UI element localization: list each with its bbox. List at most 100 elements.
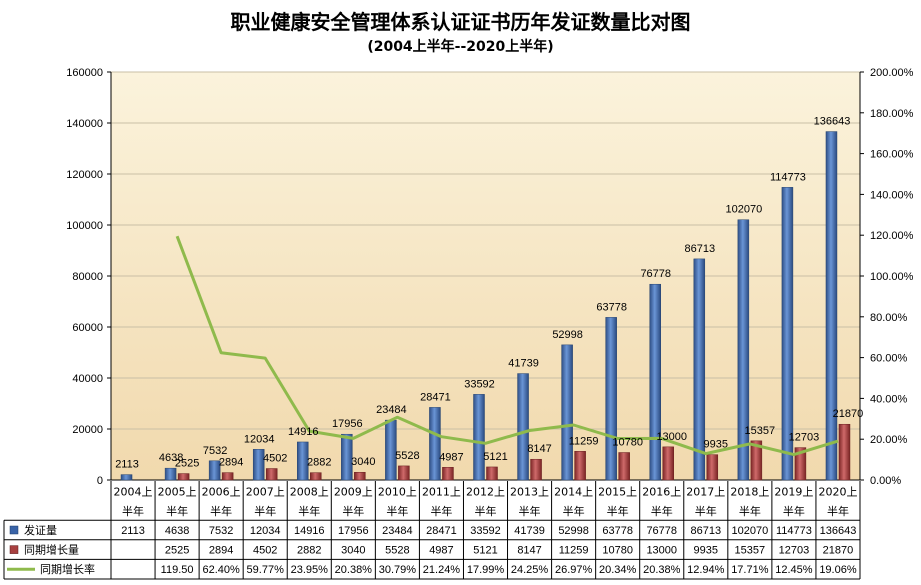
left-axis-tick-label: 120000 — [66, 169, 103, 181]
bar-issued-2004上半年 — [120, 474, 133, 481]
x-category-label-line2: 半年 — [298, 504, 320, 518]
label-growth: 4987 — [439, 451, 463, 463]
x-category-label-line1: 2004上 — [114, 486, 153, 499]
x-category-label-line2: 半年 — [475, 504, 497, 518]
table-cell: 2882 — [297, 545, 321, 557]
x-category-label-line2: 半年 — [430, 504, 452, 518]
left-axis-tick-label: 160000 — [66, 67, 103, 79]
label-growth: 9935 — [704, 439, 728, 451]
x-category-label-line2: 半年 — [563, 504, 585, 518]
x-category-label-line2: 半年 — [254, 504, 276, 518]
x-category-label-line2: 半年 — [210, 504, 232, 518]
left-axis-tick-label: 20000 — [72, 424, 103, 436]
bar-issued-2008上半年 — [297, 441, 309, 481]
label-growth: 10780 — [612, 437, 643, 449]
bar-growth-2020上半年 — [838, 423, 851, 481]
left-axis-tick-label: 40000 — [72, 373, 103, 385]
bar-issued-2017上半年 — [693, 258, 706, 481]
table-cell: 11259 — [559, 545, 589, 557]
table-cell: 30.79% — [379, 564, 417, 576]
bar-issued-2011上半年 — [429, 407, 441, 481]
legend-label: 同期增长率 — [40, 562, 95, 576]
bar-growth-2017上半年 — [706, 454, 719, 481]
left-axis-tick-label: 140000 — [66, 118, 103, 130]
bar-growth-2013上半年 — [530, 458, 542, 481]
table-cell: 86713 — [690, 525, 721, 537]
x-category-label-line1: 2007上 — [246, 486, 285, 499]
table-cell: 9935 — [694, 545, 718, 557]
x-category-label-line2: 半年 — [695, 504, 717, 518]
x-category-label-line1: 2016上 — [642, 486, 681, 499]
table-cell: 15357 — [735, 545, 766, 557]
x-category-label-line1: 2018上 — [730, 486, 769, 499]
table-cell: 5121 — [473, 545, 497, 557]
table-cell: 2525 — [165, 545, 189, 557]
table-cell: 20.38% — [335, 564, 373, 576]
table-cell: 12.45% — [775, 564, 813, 576]
label-growth: 5121 — [483, 451, 507, 463]
right-axis-tick-label: 20.00% — [870, 434, 908, 446]
label-issued: 33592 — [464, 378, 495, 390]
bar-growth-2011上半年 — [442, 467, 454, 481]
label-issued: 4638 — [159, 452, 183, 464]
x-category-label-line1: 2019上 — [774, 486, 813, 499]
label-issued: 7532 — [203, 445, 227, 457]
left-axis-tick-label: 0 — [97, 475, 103, 487]
table-cell: 17.71% — [731, 564, 769, 576]
label-growth: 13000 — [656, 431, 687, 443]
x-category-label-line1: 2015上 — [598, 486, 637, 499]
label-growth: 2882 — [307, 457, 331, 469]
table-cell: 10780 — [602, 545, 633, 557]
table-cell: 20.34% — [599, 564, 637, 576]
label-growth: 5528 — [395, 450, 419, 462]
bar-growth-2018上半年 — [750, 440, 763, 481]
label-growth: 4502 — [263, 453, 287, 465]
bar-growth-2009上半年 — [354, 471, 366, 481]
table-cell: 2113 — [121, 525, 145, 537]
table-cell: 19.06% — [819, 564, 857, 576]
right-axis-tick-label: 60.00% — [870, 353, 908, 365]
table-cell: 7532 — [209, 525, 233, 537]
x-category-label-line2: 半年 — [651, 504, 673, 518]
table-cell: 4638 — [165, 525, 189, 537]
table-cell: 63778 — [602, 525, 633, 537]
table-cell: 62.40% — [202, 564, 240, 576]
label-growth: 12703 — [789, 432, 820, 444]
table-cell: 4502 — [253, 545, 277, 557]
x-category-label-line2: 半年 — [827, 504, 849, 518]
rate-line — [175, 235, 839, 457]
bar-growth-2010上半年 — [398, 465, 410, 481]
table-cell: 12034 — [250, 525, 281, 537]
table-cell: 136643 — [820, 525, 857, 537]
label-growth: 2894 — [219, 457, 243, 469]
bar-issued-2006上半年 — [208, 460, 221, 481]
legend-key-growth — [9, 545, 19, 554]
x-category-label-line1: 2008上 — [290, 486, 329, 499]
chart-title: 职业健康安全管理体系认证证书历年发证数量比对图 — [230, 10, 691, 34]
axes: 0 20000 40000 60000 80000 100000 120000 140000 1… — [66, 67, 913, 487]
label-growth: 8147 — [527, 443, 551, 455]
table-cell: 4987 — [429, 545, 453, 557]
bar-growth-2012上半年 — [486, 466, 498, 481]
table-cell: 21.24% — [423, 564, 461, 576]
bar-issued-2019上半年 — [781, 187, 794, 481]
label-growth: 21870 — [833, 408, 864, 420]
table-cell: 33592 — [470, 525, 501, 537]
x-category-label-line2: 半年 — [122, 504, 144, 518]
table-cell: 23484 — [382, 525, 413, 537]
bar-growth-2007上半年 — [265, 468, 278, 481]
label-issued: 102070 — [725, 204, 762, 216]
table-cell: 23.95% — [291, 564, 329, 576]
table-cell: 26.97% — [555, 564, 593, 576]
right-axis-tick-label: 140.00% — [870, 189, 914, 201]
bar-issued-2015上半年 — [605, 317, 617, 481]
right-axis-tick-label: 40.00% — [870, 393, 908, 405]
x-category-label-line1: 2020上 — [818, 486, 857, 499]
table-cell: 5528 — [385, 545, 409, 557]
x-category-label-line1: 2012上 — [466, 486, 505, 499]
bar-growth-2008上半年 — [310, 472, 322, 481]
bar-issued-2007上半年 — [252, 449, 265, 481]
label-issued: 28471 — [420, 391, 451, 403]
x-category-label-line2: 半年 — [386, 504, 408, 518]
